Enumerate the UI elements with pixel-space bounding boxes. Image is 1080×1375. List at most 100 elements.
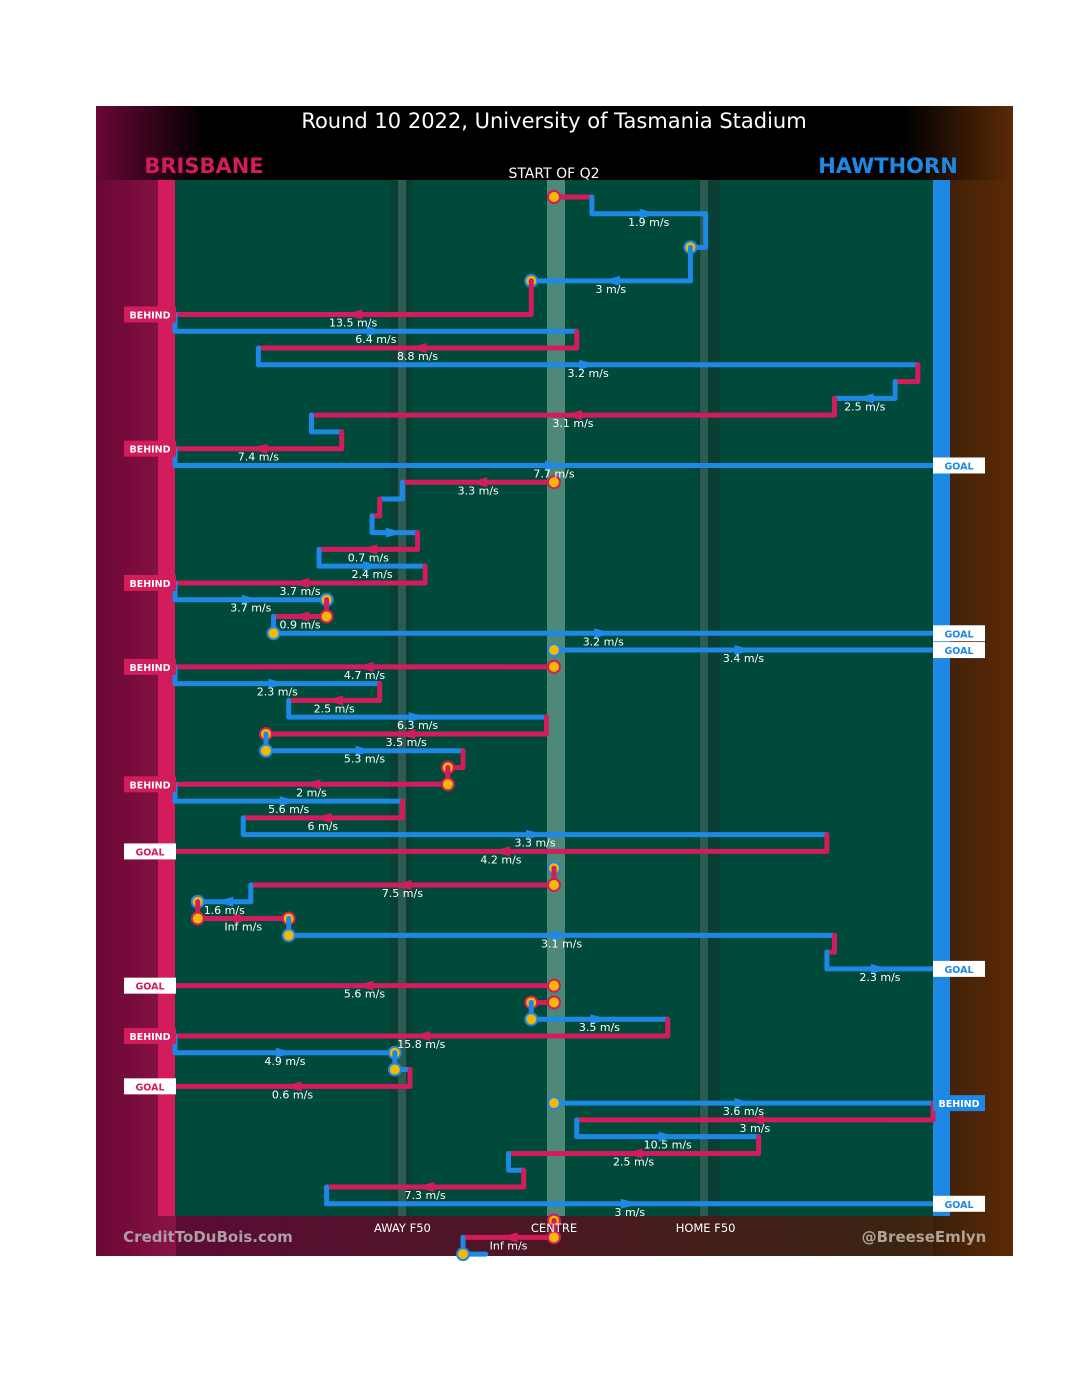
chain-arrow <box>499 1232 518 1243</box>
stoppage-marker <box>547 995 561 1010</box>
speed-label: 3.2 m/s <box>568 367 609 380</box>
speed-label: 2.5 m/s <box>613 1155 654 1168</box>
chain-arrow <box>412 1031 431 1041</box>
result-tag: GOAL <box>124 1078 176 1095</box>
speed-label: 5.6 m/s <box>268 803 309 816</box>
result-tag-label: BEHIND <box>129 1032 170 1043</box>
chain-arrow <box>325 695 344 706</box>
speed-label: 5.6 m/s <box>344 988 385 1001</box>
results-layer: BEHIND BEHIND GOAL BEHIND GOAL GOAL BEHIND BEHI… <box>124 306 985 1212</box>
speed-label: 3.1 m/s <box>541 937 582 950</box>
chain-51 <box>547 1096 936 1111</box>
speed-label: 7.7 m/s <box>533 467 574 480</box>
x-tick-label: HOME F50 <box>676 1221 736 1235</box>
brisbane-goal-bar <box>158 180 175 1216</box>
speed-label: 6.4 m/s <box>355 333 396 346</box>
result-tag-label: GOAL <box>944 646 973 657</box>
chain-59 <box>460 1218 561 1245</box>
chain-arrow <box>283 1081 302 1092</box>
speed-label: 5.3 m/s <box>344 753 385 766</box>
stoppage-marker <box>547 190 561 204</box>
result-tag-box <box>124 1028 176 1044</box>
stoppage-marker <box>440 777 455 792</box>
chain-arrow <box>526 829 545 840</box>
chain-47 <box>172 1016 671 1041</box>
chain-0 <box>547 190 595 204</box>
result-tag-box <box>124 658 176 675</box>
chain-22 <box>271 597 334 624</box>
chain-8 <box>892 362 921 385</box>
chain-57 <box>324 1184 936 1209</box>
chain-arrow <box>355 980 374 991</box>
chain-56 <box>324 1167 527 1193</box>
stoppage-marker <box>524 1012 539 1027</box>
result-tag-label: GOAL <box>944 965 973 976</box>
result-tag-box <box>933 960 985 977</box>
result-tag-box <box>124 574 176 591</box>
chain-24 <box>547 643 936 658</box>
chain-43 <box>824 949 936 974</box>
chain-27 <box>286 681 383 706</box>
chain-arrow <box>313 812 332 823</box>
result-tag: BEHIND <box>933 1095 985 1112</box>
result-tag-label: BEHIND <box>129 663 170 674</box>
result-tag: BEHIND <box>124 776 176 793</box>
labels-layer: 1.9 m/s 3 m/s 13.5 m/s 6.4 m/s8.8 m/s 3.2 m/… <box>204 216 901 1253</box>
stoppage-marker <box>266 626 281 641</box>
chain-34 <box>240 798 405 823</box>
chain-10 <box>308 395 837 421</box>
chain-arrow <box>601 275 620 286</box>
home-f50-line <box>700 180 708 1216</box>
speed-label: 4.7 m/s <box>344 669 385 682</box>
stoppage-marker <box>547 1230 561 1245</box>
chain-arrow <box>734 645 753 656</box>
credit-right: @BreeseEmlyn <box>862 1228 987 1246</box>
chain-arrow <box>385 527 404 538</box>
speed-label: 2.5 m/s <box>314 702 355 715</box>
result-tag: GOAL <box>933 642 985 659</box>
chain-12 <box>172 429 345 454</box>
chain-36 <box>172 832 830 857</box>
result-tag: BEHIND <box>124 440 176 457</box>
stoppage-marker <box>456 1247 471 1262</box>
speed-label: 1.9 m/s <box>628 216 669 229</box>
result-tag-label: GOAL <box>944 1200 973 1211</box>
result-tag-label: BEHIND <box>938 1099 979 1110</box>
result-tag-label: GOAL <box>135 1082 164 1093</box>
chain-28 <box>286 697 549 723</box>
chain-25 <box>172 659 561 674</box>
stoppage-marker <box>547 643 561 658</box>
chain-arrow <box>344 309 363 320</box>
speed-label: 3 m/s <box>596 283 627 296</box>
speed-label: Inf m/s <box>490 1239 528 1252</box>
stoppage-marker <box>547 659 561 674</box>
result-tag-box <box>124 306 176 323</box>
result-tag-label: BEHIND <box>129 579 170 590</box>
chain-41 <box>281 916 837 943</box>
result-tag-box <box>933 1195 985 1212</box>
away-team-label: BRISBANE <box>144 154 263 178</box>
chain-arrow <box>469 477 488 488</box>
chain-21 <box>172 580 334 607</box>
result-tag-box <box>124 776 176 793</box>
speed-label: 3.5 m/s <box>579 1021 620 1034</box>
chain-arrow <box>268 678 287 689</box>
chain-17 <box>369 513 421 538</box>
result-tag: BEHIND <box>124 1028 176 1044</box>
speed-label: 4.2 m/s <box>480 853 521 866</box>
result-tag-label: BEHIND <box>129 310 170 321</box>
chart-title: Round 10 2022, University of Tasmania St… <box>301 109 806 133</box>
speed-label: 8.8 m/s <box>397 350 438 363</box>
chain-15 <box>377 479 405 502</box>
stoppage-marker <box>281 928 296 943</box>
speed-label: 0.9 m/s <box>279 619 320 632</box>
result-tag: GOAL <box>124 977 176 994</box>
result-tag: GOAL <box>124 843 176 860</box>
result-tag: GOAL <box>933 960 985 977</box>
chain-arrow <box>590 1014 609 1025</box>
speed-label: 3.3 m/s <box>458 484 499 497</box>
speed-label: 3.1 m/s <box>552 417 593 430</box>
speed-label: 13.5 m/s <box>329 316 377 329</box>
result-tag-box <box>933 642 985 659</box>
